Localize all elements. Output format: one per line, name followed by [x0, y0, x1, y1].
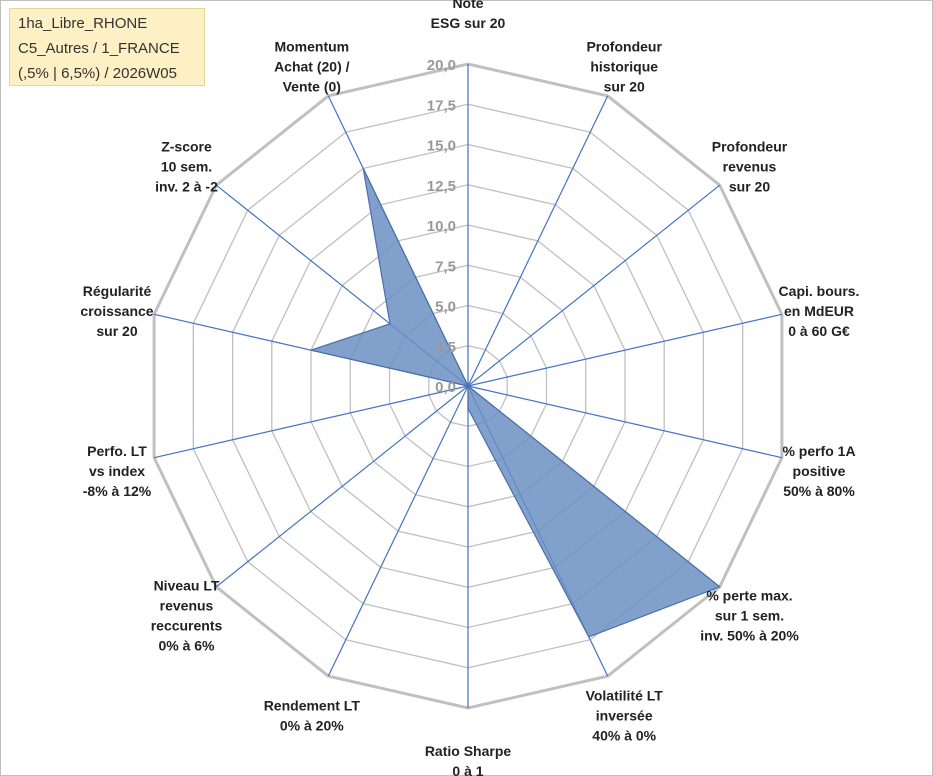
axis-label-line: sur 20 [729, 179, 770, 195]
axis-label-line: inversée [596, 707, 653, 723]
axis-label-line: Perfo. LT [87, 443, 147, 459]
axis-label-line: % perte max. [706, 588, 792, 604]
tick-label: 20,0 [427, 57, 456, 74]
axis-label-line: Vente (0) [283, 79, 341, 95]
axis-label-line: positive [793, 463, 846, 479]
axis-label-line: reccurents [151, 618, 223, 634]
axis-label: Profondeur revenus sur 20 [712, 139, 788, 195]
tick-label: 12,5 [427, 178, 456, 195]
axis-spoke [467, 95, 609, 387]
axis-label-line: vs index [89, 463, 145, 479]
axis-label-line: Rendement LT [264, 697, 361, 713]
tick-label: 7,5 [435, 258, 456, 275]
axis-spoke [215, 385, 469, 588]
axis-label-line: Volatilité LT [586, 687, 664, 703]
axis-label: Z-score 10 sem. inv. 2 à -2 [155, 139, 218, 195]
axis-spoke [153, 385, 469, 459]
axis-spoke [327, 385, 469, 677]
axis-label-line: 0 à 1 [452, 763, 483, 776]
axis-label-line: Niveau LT [154, 578, 220, 594]
axis-label: Profondeur historique sur 20 [586, 39, 662, 95]
title-line-2: C5_Autres / 1_FRANCE [18, 40, 180, 57]
axis-label: Régularité croissance sur 20 [80, 283, 153, 339]
tick-label: 17,5 [427, 97, 456, 114]
axis-label-line: -8% à 12% [83, 483, 152, 499]
axis-label: Rendement LT 0% à 20% [264, 697, 361, 733]
tick-label: 10,0 [427, 218, 456, 235]
axis-label-line: sur 1 sem. [715, 608, 784, 624]
axis-label-line: Profondeur [712, 139, 788, 155]
tick-label: 2,5 [435, 339, 456, 356]
axis-label-line: inv. 50% à 20% [700, 628, 799, 644]
axis-label-line: 10 sem. [161, 159, 212, 175]
axis-label: Perfo. LT vs index -8% à 12% [83, 443, 152, 499]
axis-label: % perte max. sur 1 sem. inv. 50% à 20% [700, 588, 799, 644]
axis-label-line: croissance [80, 303, 153, 319]
axis-label: Capi. bours. en MdEUR 0 à 60 G€ [779, 283, 860, 339]
axis-label-line: Profondeur [586, 39, 662, 55]
axis-label-line: 40% à 0% [592, 727, 656, 743]
axis-label-line: 0 à 60 G€ [788, 323, 850, 339]
radar-series [308, 168, 721, 638]
axis-label-line: 0% à 6% [158, 638, 215, 654]
axis-label-line: Ratio Sharpe [425, 743, 512, 759]
axis-label: Note ESG sur 20 [431, 0, 506, 31]
tick-label: 15,0 [427, 138, 456, 155]
title-line-1: 1ha_Libre_RHONE [18, 15, 148, 32]
axis-label: % perfo 1A positive 50% à 80% [782, 443, 855, 499]
tick-label: 5,0 [435, 299, 456, 316]
axis-label-line: sur 20 [96, 323, 137, 339]
axis-label-line: 50% à 80% [783, 483, 855, 499]
series-area [308, 168, 721, 638]
tick-label: 0,0 [435, 379, 456, 396]
axis-label: Niveau LT revenus reccurents 0% à 6% [151, 578, 223, 654]
axis-spoke [467, 184, 721, 387]
axis-label-line: historique [590, 59, 658, 75]
title-line-3: (,5% | 6,5%) / 2026W05 [18, 65, 177, 82]
axis-label: Ratio Sharpe 0 à 1 [425, 743, 512, 776]
axis-label-line: en MdEUR [784, 303, 854, 319]
radar-tick-labels: 0,0 2,5 5,0 7,5 10,0 12,5 15,0 17,5 20,0 [427, 57, 456, 396]
axis-label-line: Achat (20) / [274, 59, 350, 75]
axis-label-line: sur 20 [604, 79, 645, 95]
axis-label: Volatilité LT inversée 40% à 0% [586, 687, 664, 743]
axis-label-line: revenus [160, 598, 214, 614]
radar-axis-labels: Note ESG sur 20 Profondeur historique sur 20… [80, 0, 859, 776]
axis-label-line: Note [452, 0, 483, 11]
axis-label-line: % perfo 1A [782, 443, 855, 459]
axis-label-line: Régularité [83, 283, 152, 299]
axis-label-line: 0% à 20% [280, 717, 344, 733]
axis-label-line: Z-score [161, 139, 212, 155]
axis-label-line: revenus [723, 159, 777, 175]
title-box: 1ha_Libre_RHONE C5_Autres / 1_FRANCE (,5… [9, 8, 205, 86]
axis-label: Momentum Achat (20) / Vente (0) [274, 39, 350, 95]
axis-label-line: Capi. bours. [779, 283, 860, 299]
axis-spoke [467, 385, 783, 459]
axis-label-line: inv. 2 à -2 [155, 179, 218, 195]
axis-label-line: ESG sur 20 [431, 15, 506, 31]
axis-label-line: Momentum [274, 39, 349, 55]
axis-spoke [467, 313, 783, 387]
